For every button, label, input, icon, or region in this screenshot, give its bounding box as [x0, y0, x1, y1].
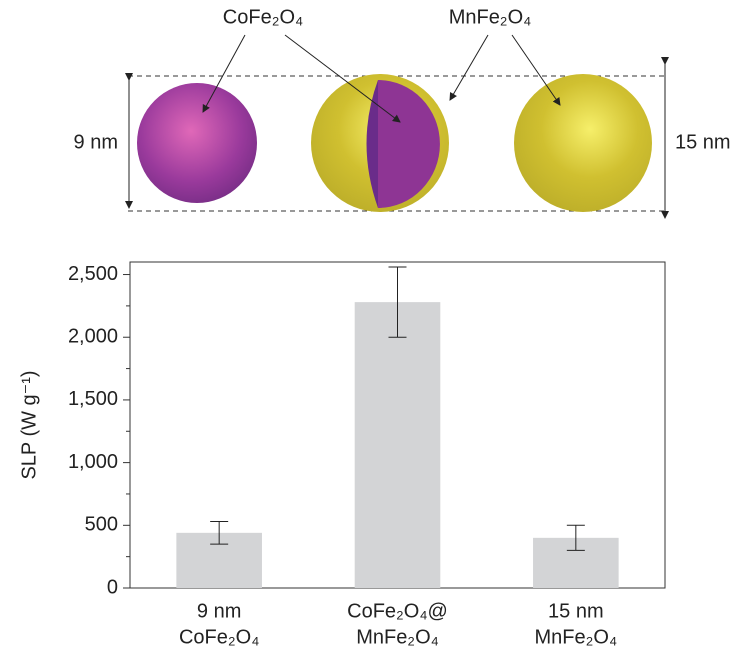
bar-chart: SLP (W g⁻¹) 0 500 1,000 1,500 2,000 2,500 9 nm… [18, 261, 666, 648]
bar [354, 302, 441, 588]
pointer [511, 34, 561, 106]
sphere-mnfe2o4 [514, 74, 652, 212]
x-tick-label: CoFe₂O₄@ [347, 600, 448, 622]
x-tick-label: CoFe₂O₄ [179, 626, 259, 648]
label: MnFe₂O₄ [449, 6, 532, 28]
pointer [284, 34, 401, 123]
x-tick-label: 15 nm [548, 600, 604, 622]
x-tick-label: MnFe₂O₄ [535, 626, 618, 648]
core-cutaway [378, 80, 440, 208]
x-tick-label: 9 nm [197, 600, 241, 622]
size-label: 9 nm [74, 131, 118, 153]
x-tick-label: MnFe₂O₄ [356, 626, 439, 648]
y-tick-label: 0 [107, 576, 118, 598]
y-tick-label: 1,500 [68, 388, 118, 410]
sphere-cofe2o4 [137, 83, 257, 203]
y-axis-label: SLP (W g⁻¹) [18, 370, 40, 479]
y-tick-label: 500 [85, 514, 118, 536]
y-tick-label: 1,000 [68, 451, 118, 473]
pointer [202, 34, 246, 113]
pointer [449, 34, 489, 101]
label: CoFe₂O₄ [223, 6, 303, 28]
y-tick-label: 2,500 [68, 263, 118, 285]
core-cutaway [366, 80, 378, 208]
illustration: CoFe₂O₄ MnFe₂O₄ 9 nm 15 nm [74, 6, 731, 219]
size-label: 15 nm [675, 131, 731, 153]
y-tick-label: 2,000 [68, 326, 118, 348]
